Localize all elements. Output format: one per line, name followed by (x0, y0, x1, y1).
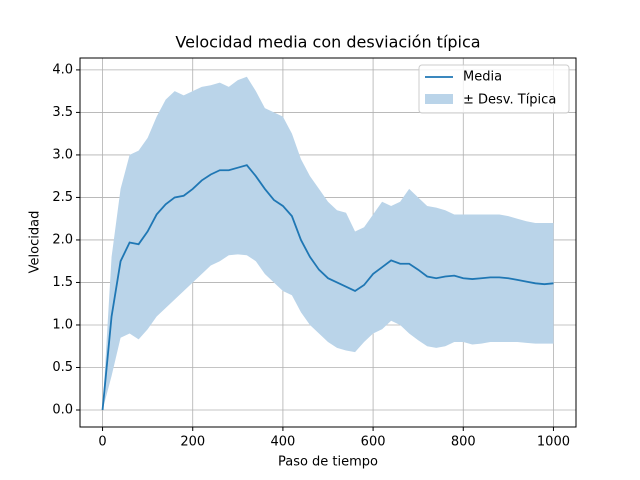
y-axis-label: Velocidad (28, 211, 43, 274)
y-tick-label: 4.0 (52, 62, 73, 77)
x-tick-label: 600 (361, 435, 386, 450)
y-tick-label: 0.5 (52, 360, 73, 375)
y-tick-label: 1.5 (52, 275, 73, 290)
y-tick-label: 1.0 (52, 317, 73, 332)
axes-frame (79, 57, 577, 428)
x-tick-label: 1000 (537, 435, 570, 450)
legend-label: ± Desv. Típica (463, 93, 556, 108)
y-tick-label: 2.0 (52, 232, 73, 247)
legend-box (418, 64, 570, 114)
y-tick-label: 2.5 (52, 190, 73, 205)
x-tick-label: 400 (270, 435, 295, 450)
y-tick-label: 3.0 (52, 147, 73, 162)
mean-line (101, 164, 554, 411)
x-tick-label: 0 (98, 435, 106, 450)
y-tick-label: 0.0 (52, 402, 73, 417)
x-tick-label: 800 (451, 435, 476, 450)
legend-patch (425, 94, 453, 104)
legend-label: Media (463, 70, 502, 85)
chart-title: Velocidad media con desviación típica (175, 33, 480, 52)
x-tick-label: 200 (180, 435, 205, 450)
y-tick-label: 3.5 (52, 105, 73, 120)
x-axis-label: Paso de tiempo (278, 455, 378, 470)
std-band (102, 76, 554, 410)
